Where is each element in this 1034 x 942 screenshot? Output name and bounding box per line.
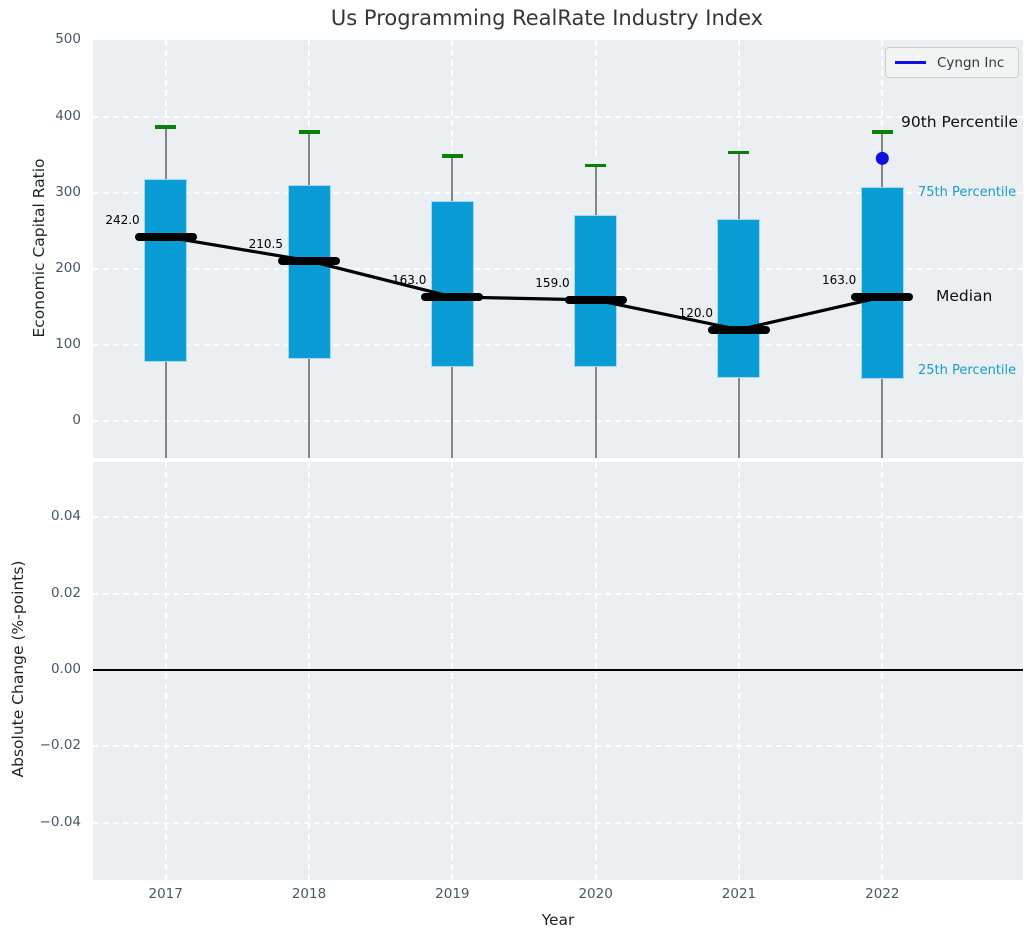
chart-title: Us Programming RealRate Industry Index [330,6,764,30]
x-tick-label: 2018 [291,886,327,902]
median-value-label: 120.0 [678,305,713,320]
top-y-tick-label: 0 [72,412,81,428]
median-marker [421,292,484,301]
bottom-horizontal-gridline [93,745,1023,748]
x-tick-label: 2021 [721,886,757,902]
x-axis-label: Year [541,911,575,929]
bottom-y-tick-label: 0.04 [50,508,81,525]
p90-cap [298,130,320,134]
median-value-label: 163.0 [391,272,427,287]
bottom-horizontal-gridline [93,592,1023,595]
median-value-label: 210.5 [248,236,284,251]
median-marker [564,295,627,304]
top-y-tick-label: 400 [55,107,81,124]
label-90th-percentile: 90th Percentile [901,113,1019,131]
top-horizontal-gridline [93,115,1023,118]
median-value-label: 242.0 [105,212,140,227]
bottom-y-tick-label: 0.02 [50,584,81,601]
p90-cap [728,150,750,155]
company-marker [875,151,889,165]
top-y-tick-label: 200 [55,259,81,276]
bottom-y-tick-label: −0.02 [39,737,81,754]
legend: Cyngn Inc [885,47,1019,78]
median-value-label: 163.0 [821,272,857,287]
bottom-vertical-gridline [451,462,454,880]
p90-cap [871,130,893,134]
top-horizontal-gridline [93,191,1023,194]
top-y-axis-label: Economic Capital Ratio [30,158,48,338]
iqr-box [717,219,761,378]
bottom-vertical-gridline [164,462,167,880]
top-horizontal-gridline [93,267,1023,270]
x-tick-label: 2022 [865,886,900,902]
iqr-box [574,215,618,367]
label-75th-percentile: 75th Percentile [918,185,1017,200]
top-y-tick-label: 100 [55,335,81,352]
bottom-y-tick-label: 0.00 [50,661,81,677]
label-median: Median [936,287,993,305]
iqr-box [860,186,904,380]
bottom-horizontal-gridline [93,821,1023,824]
legend-line-swatch [895,61,926,64]
iqr-box [287,185,331,360]
bottom-vertical-gridline [594,462,597,880]
label-25th-percentile: 25th Percentile [918,363,1017,378]
median-marker [134,232,197,241]
p90-cap [441,154,463,158]
x-tick-label: 2017 [148,886,183,902]
median-marker [278,256,341,265]
median-marker [851,292,914,301]
bottom-y-tick-label: −0.04 [39,813,81,830]
p90-cap [585,163,607,168]
top-horizontal-gridline [93,420,1023,422]
zero-reference-line [93,669,1023,671]
top-y-tick-label: 500 [55,31,81,48]
x-tick-label: 2019 [435,886,470,902]
x-tick-label: 2020 [578,886,613,902]
bottom-vertical-gridline [881,462,884,880]
top-y-tick-label: 300 [55,183,81,200]
iqr-box [144,178,188,362]
p90-cap [155,125,177,129]
median-marker [707,325,770,334]
median-value-label: 159.0 [535,275,570,290]
bottom-horizontal-gridline [93,516,1023,519]
legend-label: Cyngn Inc [937,54,1005,71]
bottom-vertical-gridline [737,462,740,880]
bottom-plot-area [93,462,1023,880]
bottom-vertical-gridline [308,462,311,880]
iqr-box [430,201,474,367]
top-horizontal-gridline [93,343,1023,346]
